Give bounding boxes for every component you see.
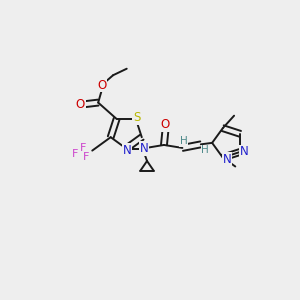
- Text: H: H: [201, 145, 209, 155]
- Text: O: O: [76, 98, 85, 111]
- Text: F: F: [80, 142, 86, 153]
- Text: F: F: [82, 152, 89, 162]
- Text: H: H: [180, 136, 188, 146]
- Text: N: N: [240, 146, 249, 158]
- Text: O: O: [97, 79, 106, 92]
- Text: N: N: [140, 142, 148, 155]
- Text: S: S: [133, 111, 140, 124]
- Text: N: N: [122, 143, 131, 157]
- Text: F: F: [72, 148, 78, 159]
- Text: N: N: [223, 153, 231, 166]
- Text: O: O: [161, 118, 170, 131]
